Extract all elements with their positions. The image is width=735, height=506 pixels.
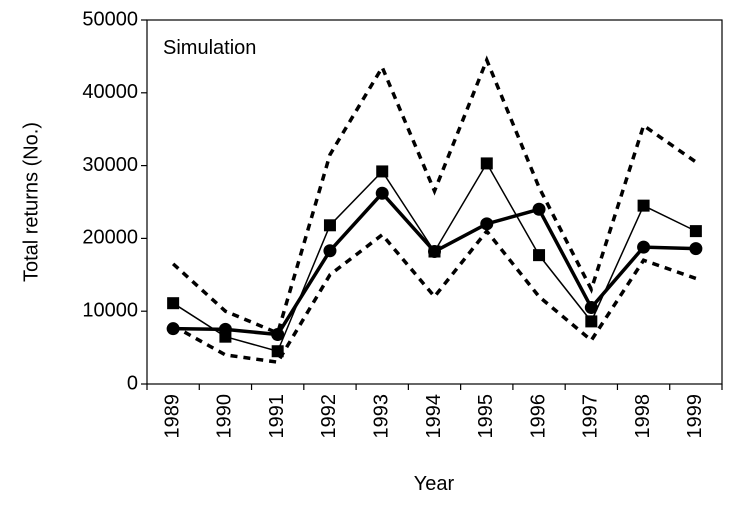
series-line <box>171 55 697 336</box>
x-tick-label: 1990 <box>214 394 236 439</box>
marker <box>167 297 180 310</box>
marker <box>533 249 546 262</box>
marker <box>166 322 180 336</box>
marker <box>375 186 389 200</box>
x-tick-label: 1992 <box>318 394 340 439</box>
marker <box>480 157 493 170</box>
marker <box>428 245 441 259</box>
x-tick-label: 1989 <box>161 394 183 439</box>
marker <box>323 219 336 232</box>
series-line <box>172 228 697 365</box>
y-axis-label: Total returns (No.) <box>20 122 42 282</box>
y-tick-label: 0 <box>127 372 138 394</box>
marker <box>532 202 546 216</box>
x-tick-label: 1994 <box>423 394 445 439</box>
y-tick-label: 50000 <box>82 8 138 30</box>
x-tick-label: 1996 <box>527 394 549 439</box>
y-tick-label: 40000 <box>82 81 138 103</box>
x-tick-label: 1997 <box>580 394 602 439</box>
annotation: Simulation <box>163 37 256 59</box>
marker <box>585 315 598 328</box>
y-tick-label: 20000 <box>82 227 138 249</box>
plot-frame <box>146 19 723 385</box>
y-tick-label: 30000 <box>82 154 138 176</box>
marker <box>376 165 389 178</box>
x-tick-label: 1998 <box>632 394 654 439</box>
x-tick-label: 1999 <box>684 394 706 439</box>
marker <box>689 242 703 256</box>
marker <box>218 322 232 336</box>
marker <box>637 240 651 254</box>
marker <box>480 217 494 231</box>
x-tick-label: 1991 <box>266 394 288 439</box>
marker <box>637 199 650 212</box>
marker <box>689 225 702 238</box>
x-axis-label: Year <box>414 473 455 495</box>
x-tick-label: 1993 <box>371 394 393 439</box>
marker <box>323 244 337 258</box>
marker <box>584 301 598 315</box>
x-tick-label: 1995 <box>475 394 497 439</box>
y-tick-label: 10000 <box>82 299 138 321</box>
